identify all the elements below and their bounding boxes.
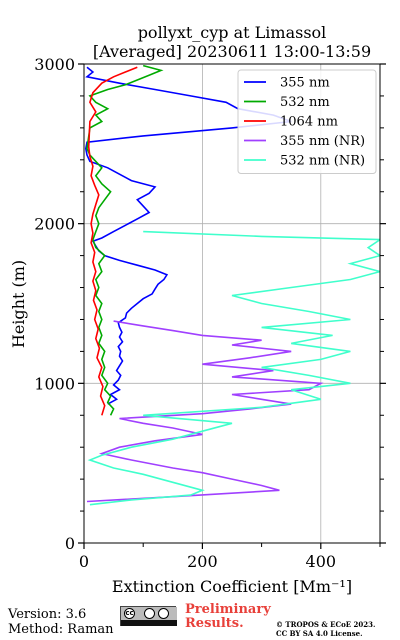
y-tick-label: 1000 [34,374,75,393]
copyright-line1: © TROPOS & ECoE 2023. [276,620,376,629]
cc-label: cc [125,609,134,617]
x-tick-label: 200 [187,552,218,571]
legend-label-1: 532 nm [280,95,330,110]
copyright-line2: CC BY SA 4.0 License. [276,629,363,638]
chart-subtitle: [Averaged] 20230611 13:00-13:59 [93,42,371,61]
method-text: Method: Raman [8,622,114,637]
series-line-2 [87,66,138,416]
legend-box [237,69,377,174]
y-tick-label: 0 [65,534,75,553]
by-icon [144,608,155,619]
sa-icon [158,608,169,619]
series-line-3 [86,320,324,503]
preliminary-line1: Preliminary [185,602,271,617]
legend-label-0: 355 nm [280,76,330,91]
series-line-1 [86,64,164,416]
y-tick-label: 2000 [34,215,75,234]
plot-frame [83,63,381,544]
axes: 0 200 400 0 1000 2000 3000 [34,55,386,571]
x-tick-label: 400 [306,552,337,571]
y-tick-label: 3000 [34,55,75,74]
y-axis-label: Height (m) [9,260,28,348]
copyright-notice: © TROPOS & ECoE 2023. CC BY SA 4.0 Licen… [276,620,375,638]
preliminary-line2: Results. [185,616,244,631]
preliminary-notice: Preliminary Results. [185,603,271,631]
cc-icon: cc [124,608,135,619]
legend-label-2: 1064 nm [280,115,338,130]
cc-license-badge: cc [120,606,177,626]
x-tick-label: 0 [79,552,89,571]
legend-label-3: 355 nm (NR) [280,134,365,149]
version-text: Version: 3.6 [8,607,87,622]
x-axis-label: Extinction Coefficient [Mm⁻¹] [112,577,352,596]
legend-label-4: 532 nm (NR) [280,154,365,169]
legend: 355 nm 532 nm 1064 nm 355 nm (NR) 532 nm (NR… [237,69,377,174]
series-line-4 [87,230,380,506]
chart-title: pollyxt_cyp at Limassol [138,23,327,42]
series-group [84,64,380,506]
